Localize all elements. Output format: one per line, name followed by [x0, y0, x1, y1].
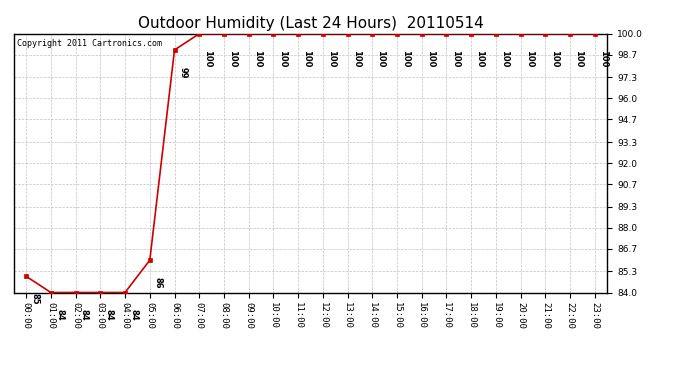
Text: 100: 100: [352, 50, 361, 68]
Text: 100: 100: [377, 50, 386, 68]
Text: 84: 84: [80, 309, 89, 321]
Text: 100: 100: [426, 50, 435, 68]
Text: 100: 100: [599, 50, 608, 68]
Text: 84: 84: [55, 309, 64, 321]
Text: 100: 100: [401, 50, 410, 68]
Text: 100: 100: [228, 50, 237, 68]
Text: 84: 84: [104, 309, 113, 321]
Text: 100: 100: [574, 50, 583, 68]
Text: 100: 100: [302, 50, 311, 68]
Text: 85: 85: [30, 293, 39, 304]
Text: 100: 100: [451, 50, 460, 68]
Text: 100: 100: [327, 50, 336, 68]
Text: 99: 99: [179, 67, 188, 78]
Text: 84: 84: [129, 309, 138, 321]
Text: 86: 86: [154, 277, 163, 288]
Text: 100: 100: [475, 50, 484, 68]
Text: 100: 100: [500, 50, 509, 68]
Text: 100: 100: [253, 50, 262, 68]
Text: 100: 100: [277, 50, 286, 68]
Text: 100: 100: [549, 50, 558, 68]
Text: 100: 100: [204, 50, 213, 68]
Text: 100: 100: [525, 50, 534, 68]
Text: Copyright 2011 Cartronics.com: Copyright 2011 Cartronics.com: [17, 39, 161, 48]
Title: Outdoor Humidity (Last 24 Hours)  20110514: Outdoor Humidity (Last 24 Hours) 2011051…: [137, 16, 484, 31]
